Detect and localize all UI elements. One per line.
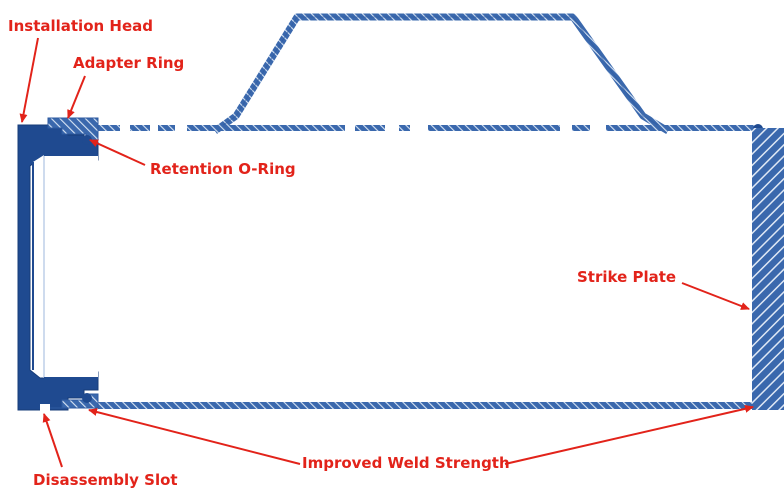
installation-head — [17, 124, 99, 411]
label-disassembly-slot: Disassembly Slot — [33, 471, 178, 489]
retention-o-ring-bottom — [82, 393, 92, 403]
adapter-ring-top — [47, 117, 99, 141]
bottom-body-wall — [98, 402, 760, 409]
arrow-disassembly-slot — [42, 413, 63, 468]
arrow-adapter-ring — [67, 75, 86, 119]
arrow-strike-plate — [681, 282, 750, 310]
upper-dome-wall — [212, 13, 670, 135]
strike-plate — [752, 128, 784, 410]
label-installation-head: Installation Head — [8, 17, 153, 35]
label-improved-weld-strength: Improved Weld Strength — [302, 454, 510, 472]
leader-arrows — [19, 37, 754, 468]
label-strike-plate: Strike Plate — [577, 268, 677, 286]
arrow-installation-head — [19, 37, 39, 123]
upper-dome-outline — [214, 16, 669, 132]
label-adapter-ring: Adapter Ring — [73, 54, 185, 72]
label-retention-o-ring: Retention O-Ring — [150, 160, 296, 178]
arrow-weld-left — [88, 408, 301, 465]
disassembly-slot — [40, 404, 50, 411]
top-body-wall — [98, 124, 758, 132]
arrow-weld-right — [504, 404, 754, 465]
arrow-retention-o-ring — [89, 139, 146, 166]
